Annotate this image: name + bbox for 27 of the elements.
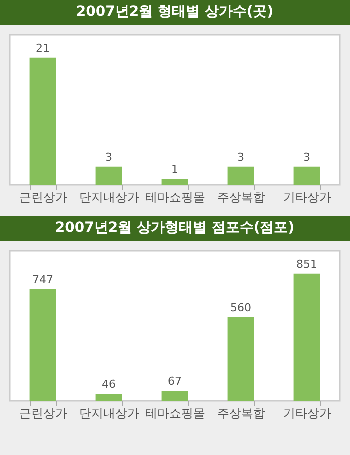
- chart-title: 2007년2월 상가형태별 점포수(점포): [0, 216, 350, 241]
- data-label: 3: [106, 150, 112, 164]
- data-label: 560: [230, 301, 252, 314]
- data-label: 67: [168, 374, 182, 388]
- data-label: 747: [32, 273, 54, 286]
- bar: [294, 274, 320, 401]
- x-tick-label: 주상복합: [218, 190, 266, 204]
- data-label: 21: [36, 42, 50, 55]
- chart-title: 2007년2월 형태별 상가수(곳): [0, 0, 350, 25]
- data-label: 3: [304, 150, 310, 164]
- x-tick-label: 기타상가: [284, 406, 332, 420]
- x-tick-label: 테마쇼핑몰: [146, 190, 206, 204]
- x-tick-label: 주상복합: [218, 406, 266, 420]
- data-label: 46: [102, 378, 116, 392]
- bar: [96, 394, 122, 401]
- x-tick-label: 테마쇼핑몰: [146, 406, 206, 420]
- x-tick-label: 근린상가: [20, 406, 68, 420]
- data-label: 1: [172, 162, 178, 176]
- x-tick-label: 단지내상가: [80, 190, 140, 204]
- data-label: 851: [296, 258, 318, 271]
- bar: [228, 317, 254, 401]
- x-tick-label: 기타상가: [284, 190, 332, 204]
- bar: [30, 289, 56, 401]
- x-tick-label: 단지내상가: [80, 406, 140, 420]
- data-label: 3: [238, 150, 244, 164]
- bar: [162, 390, 188, 401]
- x-tick-label: 근린상가: [20, 190, 68, 204]
